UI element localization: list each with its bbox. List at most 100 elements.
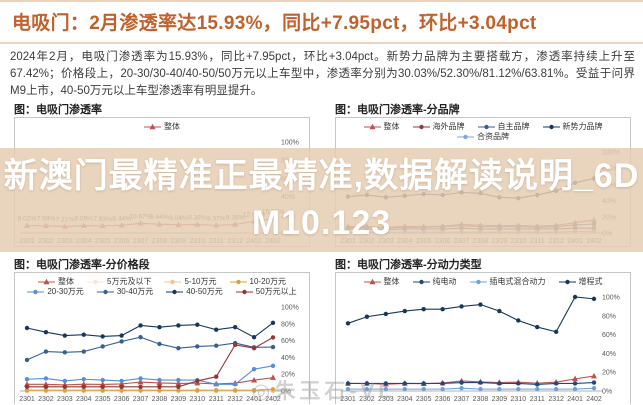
chart-caption-overall: 图：电吸门渗透率 xyxy=(14,104,102,116)
dot-marker xyxy=(81,332,86,337)
dot-marker xyxy=(572,381,578,386)
triangle-marker xyxy=(270,374,276,380)
dot-marker xyxy=(176,387,181,393)
legend-label: 整体 xyxy=(164,122,180,131)
watermark-line2: M10.123 xyxy=(251,204,392,242)
legend-label: 合资品牌 xyxy=(477,132,509,141)
dot-marker xyxy=(100,377,105,383)
dot-marker xyxy=(24,377,30,382)
dot-marker xyxy=(176,345,181,351)
dot-marker xyxy=(345,386,351,392)
dot-marker xyxy=(459,380,464,385)
chart-legend: 整体 5万元及以下 5-10万元 10-20万元 20-30万元 30-40万元 40-50… xyxy=(15,273,309,297)
chart-legend: 整体 纯电动 插电式混合动力 增程式 xyxy=(336,273,630,287)
legend-entry: 40-50万元 xyxy=(166,287,223,297)
y-tick-label: 40% xyxy=(602,351,616,358)
dot-marker xyxy=(270,320,276,326)
dot-marker xyxy=(214,374,219,379)
y-tick-label: 80% xyxy=(602,313,616,320)
legend-marker-icon xyxy=(87,279,105,285)
dot-marker xyxy=(195,378,200,384)
legend-marker-icon xyxy=(469,279,487,285)
dot-marker xyxy=(214,343,219,348)
dot-marker xyxy=(81,387,86,393)
legend-marker-icon xyxy=(363,278,381,285)
legend-marker-icon xyxy=(144,123,161,130)
summary-text: 2024年2月，电吸门渗透率为15.93%，同比+7.95pct，环比+3.04… xyxy=(10,51,635,98)
series-line xyxy=(347,375,595,385)
dot-marker xyxy=(24,387,30,393)
dot-marker xyxy=(591,385,597,391)
dot-marker xyxy=(24,325,30,331)
legend-marker-icon xyxy=(164,279,182,285)
legend-marker-icon xyxy=(363,123,381,130)
dot-marker xyxy=(157,341,162,347)
series-5-10万元 xyxy=(24,388,276,394)
dot-marker xyxy=(345,381,351,386)
legend-entry: 整体 xyxy=(363,277,400,287)
legend-entry: 纯电动 xyxy=(412,277,457,287)
page-title: 电吸门：2月渗透率达15.93%，同比+7.95pct，环比+3.04pct xyxy=(12,13,537,34)
dot-marker xyxy=(232,387,238,393)
dot-marker xyxy=(157,387,162,393)
dot-marker xyxy=(421,386,426,392)
dot-marker xyxy=(157,324,162,330)
dot-marker xyxy=(251,335,257,340)
legend-entry: 30-40万元 xyxy=(96,287,153,297)
dot-marker xyxy=(119,378,124,384)
legend-marker-icon xyxy=(412,124,430,130)
dot-marker xyxy=(195,322,200,327)
dot-marker xyxy=(364,381,370,386)
dot-marker xyxy=(43,384,49,389)
dot-marker xyxy=(478,386,483,392)
dot-marker xyxy=(421,381,426,386)
y-tick-label: 100% xyxy=(281,140,299,147)
dot-marker xyxy=(478,302,483,307)
dot-marker xyxy=(483,124,489,130)
triangle-marker xyxy=(591,372,597,379)
dot-marker xyxy=(591,380,597,385)
legend-label: 增程式 xyxy=(578,277,603,286)
y-tick-label: 20% xyxy=(281,372,295,379)
dot-marker xyxy=(251,345,257,351)
watermark-overlay: 新澳门最精准正最精准,数据解读说明_6D M10.123 xyxy=(0,148,643,252)
series-line xyxy=(27,336,274,388)
series-line xyxy=(26,336,274,361)
dot-marker xyxy=(440,307,445,312)
legend-entry: 20-30万元 xyxy=(27,287,84,297)
dot-marker xyxy=(553,386,559,392)
dot-marker xyxy=(214,387,219,393)
dot-marker xyxy=(383,311,389,317)
dot-marker xyxy=(119,333,124,338)
dot-marker xyxy=(475,279,481,285)
dot-marker xyxy=(235,279,241,285)
dot-marker xyxy=(176,377,181,383)
dot-marker xyxy=(81,377,86,382)
legend-marker-icon xyxy=(38,278,56,285)
triangle-marker xyxy=(156,379,163,386)
dot-marker xyxy=(81,384,86,389)
y-tick-label: 100% xyxy=(281,305,299,312)
dot-marker xyxy=(402,386,407,392)
dot-marker xyxy=(535,382,540,387)
series-50万元以上 xyxy=(24,335,276,389)
dot-marker xyxy=(214,327,219,332)
dot-marker xyxy=(251,387,257,393)
dot-marker xyxy=(383,386,389,392)
legend-marker-icon xyxy=(542,124,560,130)
dot-marker xyxy=(553,381,559,386)
legend-entry: 5-10万元 xyxy=(164,277,217,287)
dot-marker xyxy=(119,339,124,344)
dot-marker xyxy=(62,387,68,393)
watermark-line1: 新澳门最精准正最精准,数据解读说明_6D xyxy=(3,157,640,195)
dot-marker xyxy=(516,318,521,323)
triangle-marker xyxy=(369,123,375,130)
series-40-50万元 xyxy=(24,320,276,340)
dot-marker xyxy=(93,279,98,285)
dot-marker xyxy=(591,296,597,302)
legend-entry: 50万元以上 xyxy=(235,287,297,297)
dot-marker xyxy=(170,279,176,285)
series-line xyxy=(348,387,595,390)
y-tick-label: 20% xyxy=(602,370,616,377)
legend-label: 插电式混合动力 xyxy=(489,277,546,286)
